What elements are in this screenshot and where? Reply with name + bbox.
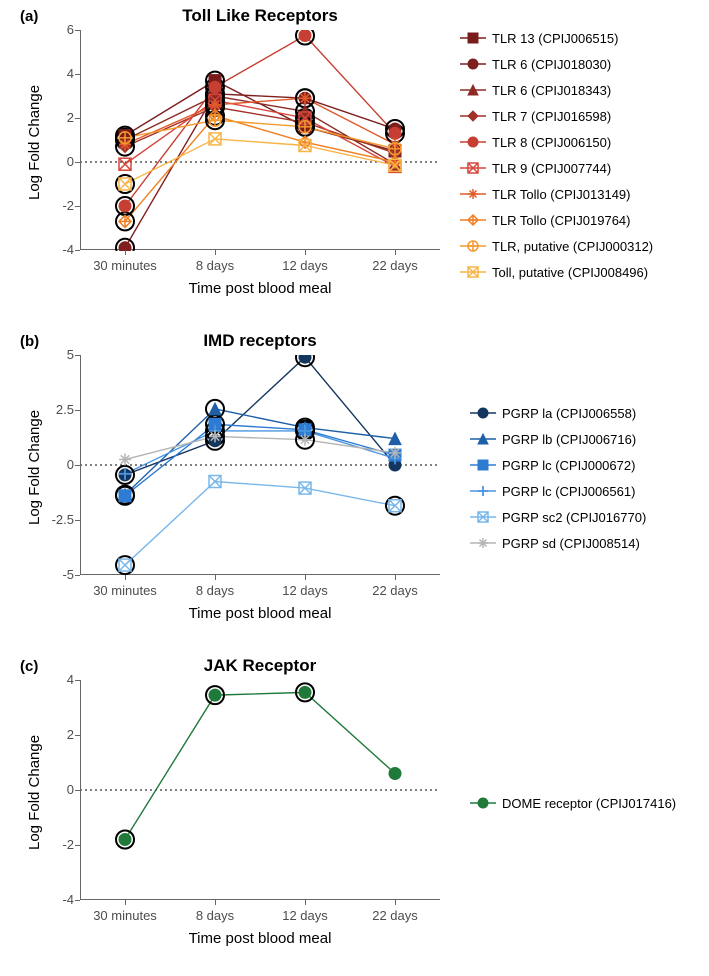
legend-c: DOME receptor (CPIJ017416) bbox=[470, 790, 676, 816]
legend-item: PGRP lc (CPIJ006561) bbox=[470, 478, 646, 504]
legend-a: TLR 13 (CPIJ006515) TLR 6 (CPIJ018030) TLR… bbox=[460, 25, 653, 285]
legend-item: PGRP sc2 (CPIJ016770) bbox=[470, 504, 646, 530]
legend-label: TLR 13 (CPIJ006515) bbox=[492, 31, 618, 46]
legend-item: PGRP lc (CPIJ000672) bbox=[470, 452, 646, 478]
legend-label: TLR 8 (CPIJ006150) bbox=[492, 135, 611, 150]
legend-label: TLR Tollo (CPIJ013149) bbox=[492, 187, 631, 202]
panel-b-plot bbox=[80, 355, 441, 576]
legend-label: TLR 6 (CPIJ018030) bbox=[492, 57, 611, 72]
panel-c-plot bbox=[80, 680, 441, 901]
legend-label: PGRP sd (CPIJ008514) bbox=[502, 536, 640, 551]
legend-item: TLR Tollo (CPIJ019764) bbox=[460, 207, 653, 233]
legend-item: TLR 6 (CPIJ018343) bbox=[460, 77, 653, 103]
legend-label: PGRP lb (CPIJ006716) bbox=[502, 432, 636, 447]
panel-c-title: JAK Receptor bbox=[80, 656, 440, 676]
legend-label: PGRP lc (CPIJ000672) bbox=[502, 458, 635, 473]
panel-a-plot bbox=[80, 30, 441, 251]
legend-item: DOME receptor (CPIJ017416) bbox=[470, 790, 676, 816]
legend-item: TLR 7 (CPIJ016598) bbox=[460, 103, 653, 129]
legend-label: PGRP la (CPIJ006558) bbox=[502, 406, 636, 421]
legend-item: PGRP sd (CPIJ008514) bbox=[470, 530, 646, 556]
legend-label: Toll, putative (CPIJ008496) bbox=[492, 265, 648, 280]
legend-label: PGRP sc2 (CPIJ016770) bbox=[502, 510, 646, 525]
legend-label: TLR 7 (CPIJ016598) bbox=[492, 109, 611, 124]
legend-item: PGRP la (CPIJ006558) bbox=[470, 400, 646, 426]
legend-label: TLR 6 (CPIJ018343) bbox=[492, 83, 611, 98]
legend-item: TLR 13 (CPIJ006515) bbox=[460, 25, 653, 51]
legend-item: TLR 6 (CPIJ018030) bbox=[460, 51, 653, 77]
legend-label: PGRP lc (CPIJ006561) bbox=[502, 484, 635, 499]
legend-label: TLR Tollo (CPIJ019764) bbox=[492, 213, 631, 228]
legend-label: TLR 9 (CPIJ007744) bbox=[492, 161, 611, 176]
panel-a-title: Toll Like Receptors bbox=[80, 6, 440, 26]
figure-container: (a)Toll Like ReceptorsLog Fold ChangeTim… bbox=[0, 0, 709, 976]
panel-b-title: IMD receptors bbox=[80, 331, 440, 351]
legend-label: TLR, putative (CPIJ000312) bbox=[492, 239, 653, 254]
legend-item: TLR, putative (CPIJ000312) bbox=[460, 233, 653, 259]
legend-item: TLR 8 (CPIJ006150) bbox=[460, 129, 653, 155]
legend-item: TLR 9 (CPIJ007744) bbox=[460, 155, 653, 181]
legend-label: DOME receptor (CPIJ017416) bbox=[502, 796, 676, 811]
legend-item: Toll, putative (CPIJ008496) bbox=[460, 259, 653, 285]
legend-item: TLR Tollo (CPIJ013149) bbox=[460, 181, 653, 207]
legend-b: PGRP la (CPIJ006558) PGRP lb (CPIJ006716)… bbox=[470, 400, 646, 556]
legend-item: PGRP lb (CPIJ006716) bbox=[470, 426, 646, 452]
